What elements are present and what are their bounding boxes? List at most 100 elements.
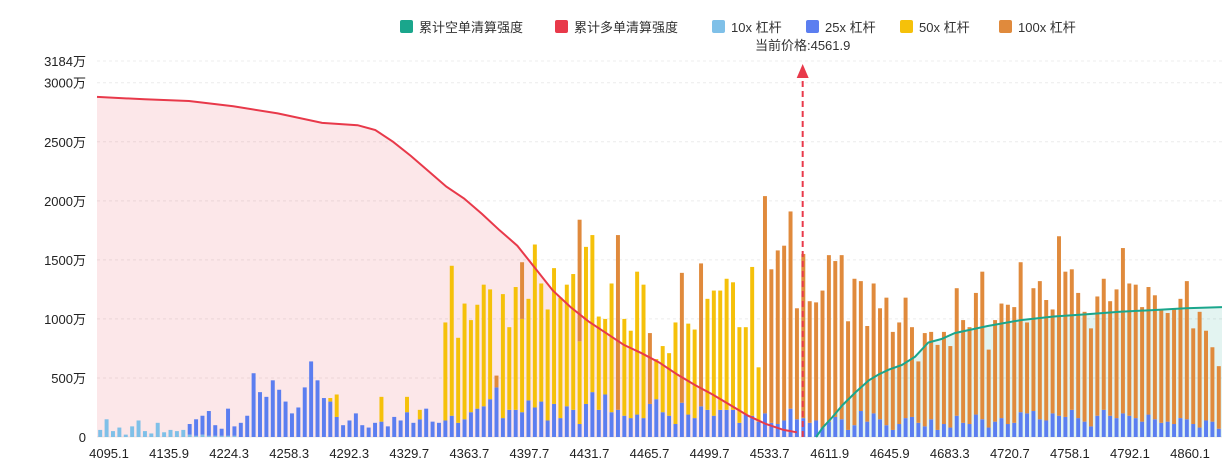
bar-x25 bbox=[577, 424, 582, 437]
bar-x25 bbox=[884, 425, 889, 437]
bar-x25 bbox=[475, 408, 480, 437]
legend-item-x25[interactable]: 25x 杠杆 bbox=[806, 20, 876, 35]
bar-x50 bbox=[564, 284, 569, 407]
bar-x25 bbox=[1025, 413, 1030, 437]
bar-x10 bbox=[206, 435, 211, 437]
bar-x25 bbox=[603, 394, 608, 437]
bar-x25 bbox=[973, 414, 978, 437]
bar-x25 bbox=[526, 400, 531, 437]
bar-x50 bbox=[449, 265, 454, 416]
bar-x100 bbox=[1120, 248, 1125, 414]
bar-x25 bbox=[468, 412, 473, 437]
bar-x25 bbox=[922, 426, 927, 437]
bar-x10 bbox=[174, 431, 179, 437]
bar-x25 bbox=[775, 424, 780, 437]
bar-x25 bbox=[686, 414, 691, 437]
bar-x25 bbox=[532, 407, 537, 437]
bar-x25 bbox=[1140, 421, 1145, 437]
bar-x10 bbox=[200, 434, 205, 437]
bar-x10 bbox=[155, 422, 160, 437]
bar-x25 bbox=[1210, 421, 1215, 437]
legend-label: 50x 杠杆 bbox=[919, 20, 970, 35]
y-tick-label: 3184万 bbox=[44, 54, 86, 69]
bar-x50 bbox=[692, 329, 697, 419]
bar-x25 bbox=[903, 418, 908, 437]
bar-x100 bbox=[1165, 313, 1170, 422]
bar-x25 bbox=[635, 414, 640, 437]
bar-x10 bbox=[162, 432, 167, 437]
bar-x25 bbox=[731, 409, 735, 437]
bar-x25 bbox=[897, 424, 902, 437]
bar-x25 bbox=[1037, 419, 1042, 437]
bar-x50 bbox=[500, 294, 505, 419]
bar-x25 bbox=[1184, 419, 1189, 437]
x-tick-label: 4792.1 bbox=[1110, 446, 1150, 461]
bar-x50 bbox=[577, 341, 582, 425]
bar-x25 bbox=[1088, 426, 1093, 437]
bar-x25 bbox=[820, 427, 825, 437]
bar-x25 bbox=[226, 408, 231, 436]
bar-x100 bbox=[1025, 322, 1030, 414]
bar-x100 bbox=[941, 331, 946, 425]
bar-x25 bbox=[699, 406, 704, 437]
bar-x25 bbox=[1146, 414, 1151, 437]
legend-item-short[interactable]: 累计空单清算强度 bbox=[400, 20, 523, 35]
bar-x50 bbox=[737, 327, 742, 423]
bar-x100 bbox=[788, 211, 793, 409]
legend-item-x100[interactable]: 100x 杠杆 bbox=[999, 20, 1076, 35]
bar-x100 bbox=[910, 327, 914, 417]
bar-x50 bbox=[328, 398, 333, 402]
bar-x100 bbox=[986, 349, 991, 428]
bar-x10 bbox=[142, 431, 147, 437]
bar-x25 bbox=[916, 422, 921, 437]
bar-x25 bbox=[846, 429, 851, 437]
bar-x50 bbox=[622, 318, 627, 416]
bar-x25 bbox=[711, 415, 716, 437]
bar-x25 bbox=[692, 418, 697, 437]
bar-x25 bbox=[999, 418, 1004, 437]
legend-item-x10[interactable]: 10x 杠杆 bbox=[712, 20, 782, 35]
bar-x25 bbox=[443, 420, 448, 437]
bar-x25 bbox=[360, 425, 365, 437]
bar-x25 bbox=[1178, 418, 1183, 437]
current-price-marker: 当前价格:4561.9 bbox=[755, 38, 850, 437]
bar-x10 bbox=[117, 427, 122, 437]
bar-x50 bbox=[417, 409, 422, 420]
bar-x100 bbox=[871, 283, 876, 414]
legend-label: 10x 杠杆 bbox=[731, 20, 782, 35]
y-tick-label: 1500万 bbox=[44, 253, 86, 268]
bar-x10 bbox=[187, 434, 192, 437]
bar-x25 bbox=[890, 429, 895, 437]
bar-x25 bbox=[986, 427, 991, 437]
bar-x50 bbox=[584, 246, 588, 404]
bar-x25 bbox=[1172, 424, 1177, 437]
y-tick-label: 2500万 bbox=[44, 135, 86, 150]
legend[interactable]: 累计空单清算强度 累计多单清算强度 10x 杠杆 25x 杠杆 50x 杠杆 100x 杠… bbox=[400, 20, 1076, 35]
bar-x10 bbox=[98, 429, 103, 437]
bar-x25 bbox=[315, 380, 320, 437]
bar-x100 bbox=[1082, 311, 1087, 422]
bar-x25 bbox=[1204, 420, 1208, 437]
bar-x25 bbox=[200, 415, 205, 435]
bar-x50 bbox=[526, 298, 531, 401]
bar-x50 bbox=[667, 353, 672, 416]
legend-label: 累计空单清算强度 bbox=[419, 20, 523, 35]
bar-x25 bbox=[615, 409, 620, 437]
bar-x25 bbox=[743, 414, 748, 437]
bar-x50 bbox=[756, 367, 761, 422]
bar-x25 bbox=[1108, 415, 1113, 437]
bar-x100 bbox=[1012, 307, 1017, 423]
bar-x100 bbox=[577, 219, 582, 342]
legend-label: 25x 杠杆 bbox=[825, 20, 876, 35]
x-tick-label: 4431.7 bbox=[570, 446, 610, 461]
bar-x100 bbox=[1146, 287, 1151, 415]
bar-x25 bbox=[941, 424, 946, 437]
bar-x100 bbox=[1076, 292, 1081, 419]
x-tick-label: 4611.9 bbox=[810, 446, 849, 461]
bar-x100 bbox=[1191, 328, 1196, 425]
legend-item-long[interactable]: 累计多单清算强度 bbox=[555, 20, 678, 35]
short-cumulative-line bbox=[815, 306, 1223, 438]
bar-x25 bbox=[628, 418, 633, 437]
legend-item-x50[interactable]: 50x 杠杆 bbox=[900, 20, 970, 35]
bar-x25 bbox=[513, 409, 518, 437]
